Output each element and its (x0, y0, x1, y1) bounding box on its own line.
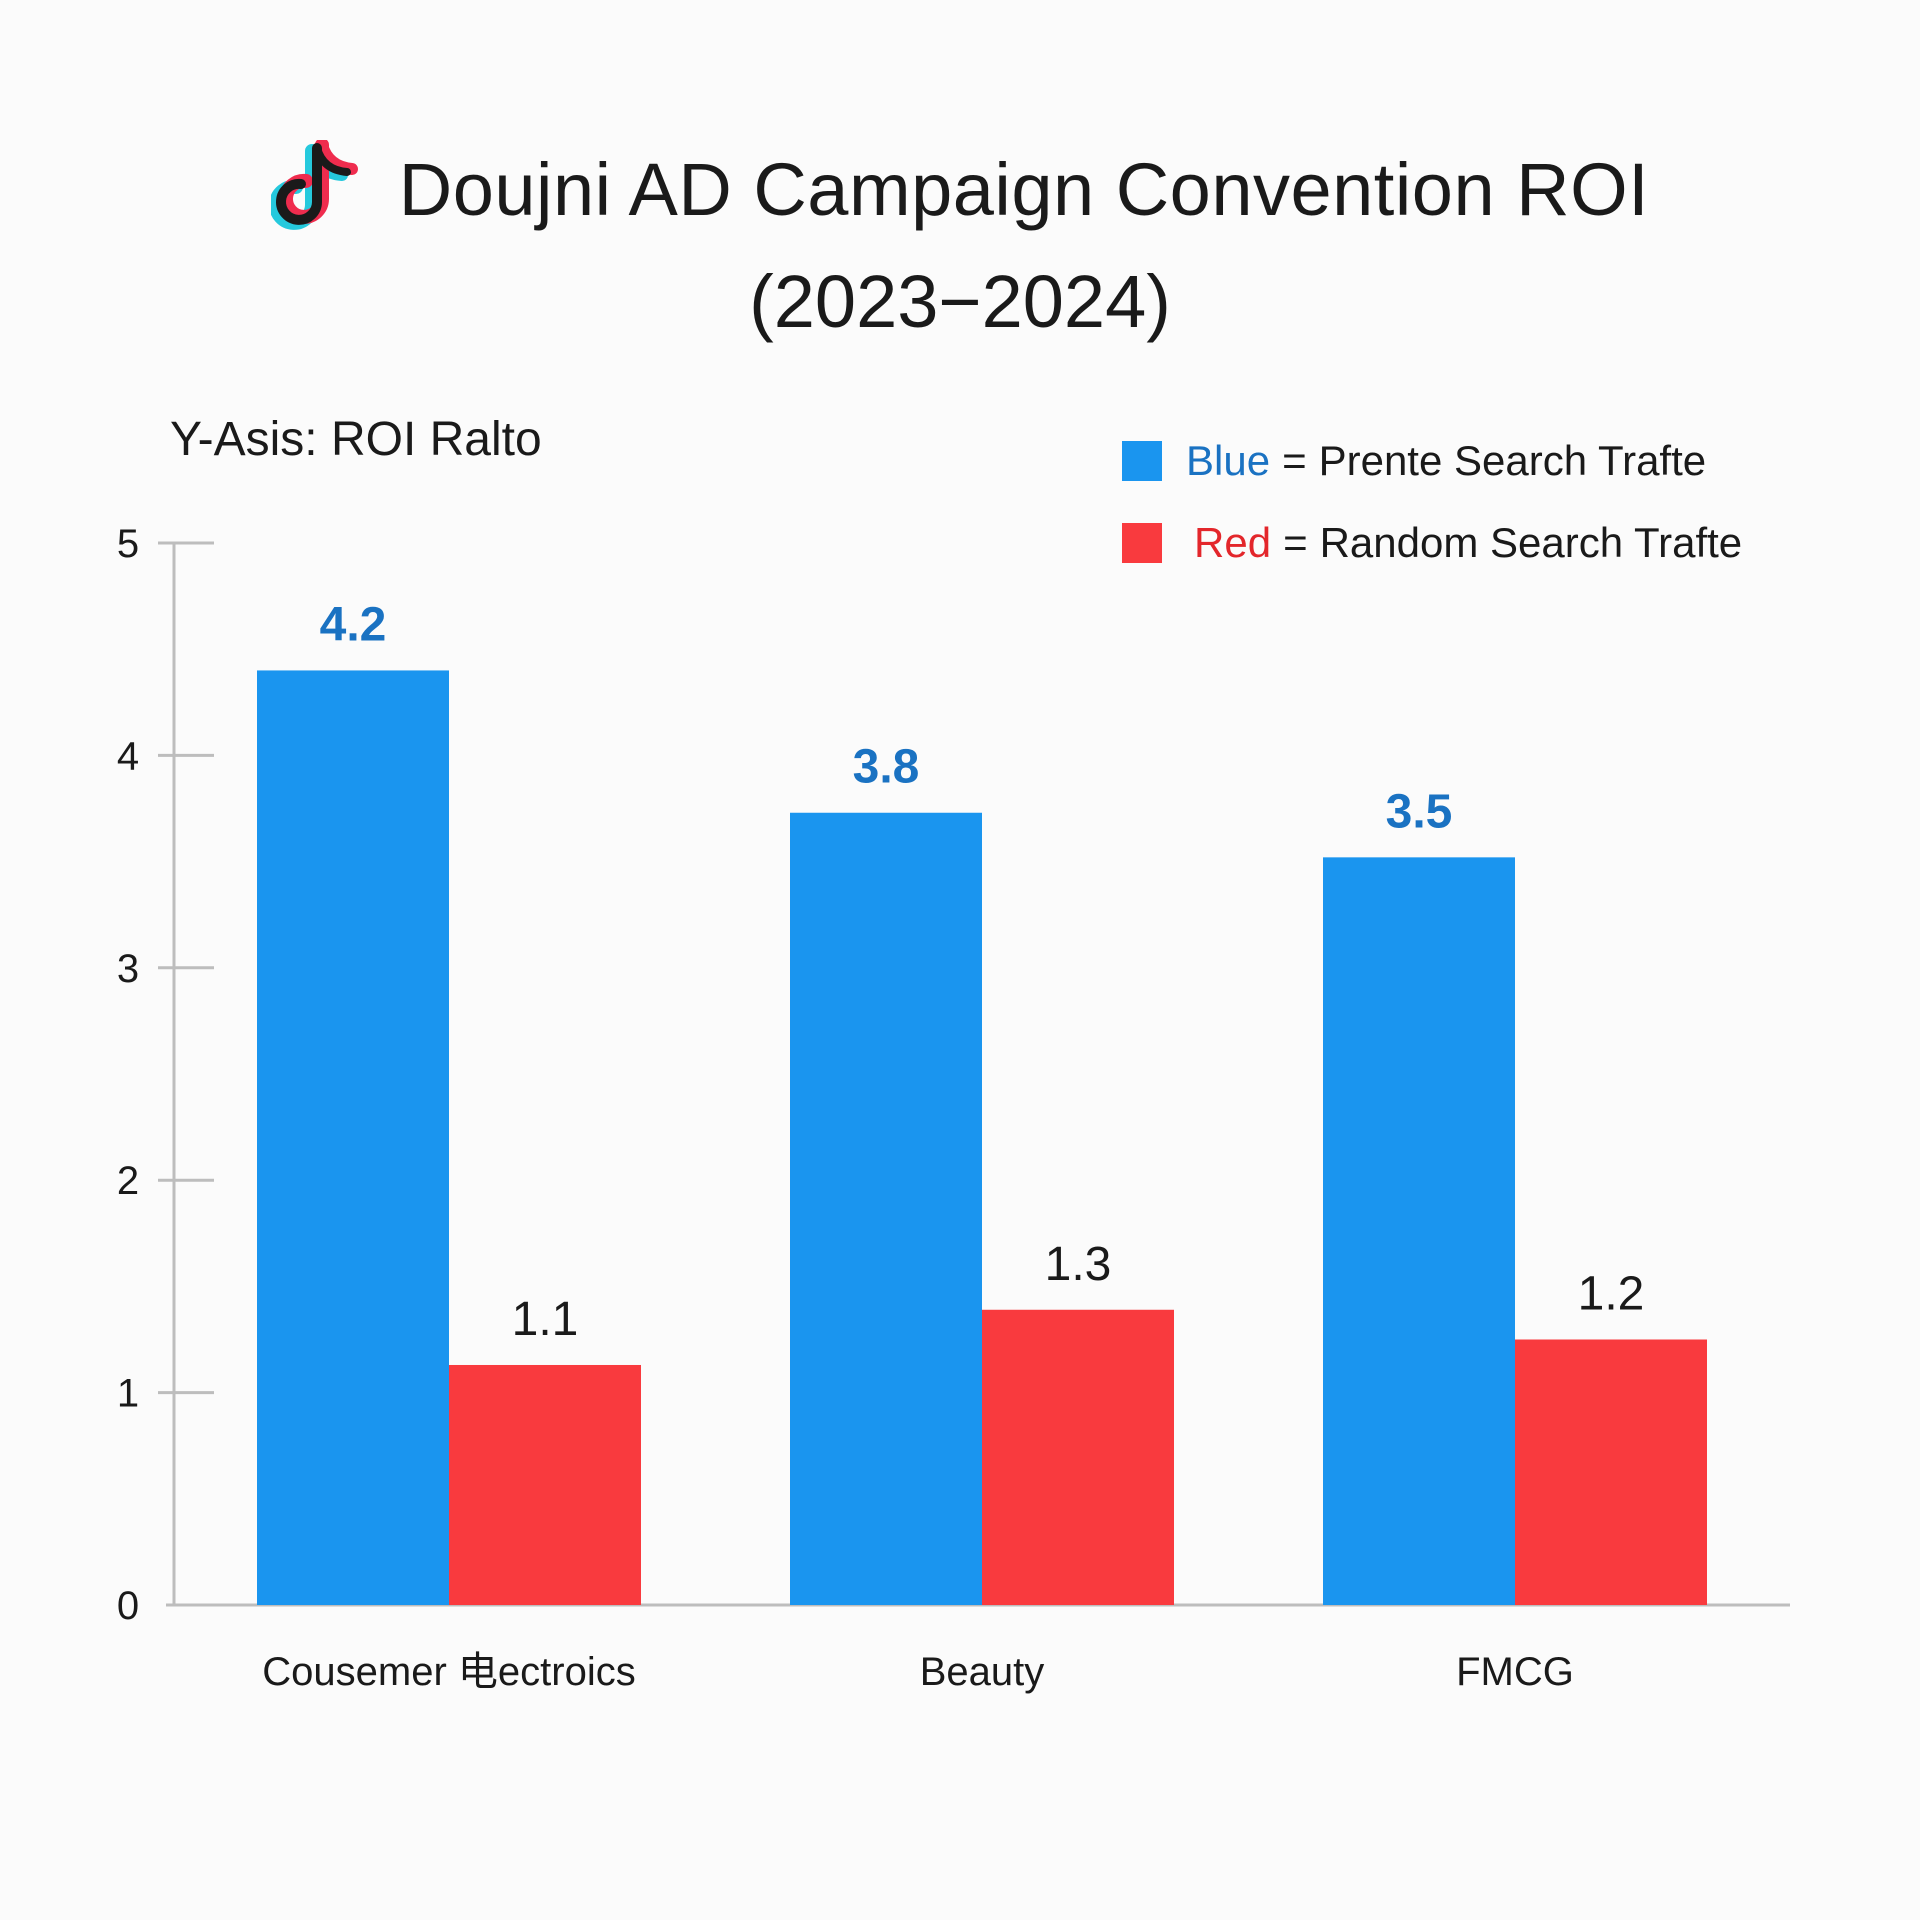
y-tick-label: 5 (117, 522, 139, 566)
x-category-label: Cousemer 电ectroics (262, 1650, 635, 1694)
bar-red (982, 1309, 1174, 1605)
data-label: 1.3 (1045, 1238, 1112, 1291)
bar-blue (257, 670, 449, 1605)
legend-color-word-red: Red (1194, 519, 1272, 566)
legend: Blue = Prente Search Trafte Red = Random… (1122, 420, 1742, 584)
chart-title: Doujni AD Campaign Convention ROI (2023−… (0, 140, 1920, 350)
legend-series-name-blue: Prente Search Trafte (1318, 437, 1707, 484)
y-tick-label: 3 (117, 947, 139, 991)
x-category-label: Beauty (920, 1650, 1045, 1694)
data-label: 3.5 (1386, 785, 1453, 838)
x-category-label: FMCG (1456, 1650, 1574, 1694)
legend-swatch-red (1122, 523, 1162, 563)
data-label: 4.2 (320, 598, 387, 651)
data-label: 1.2 (1578, 1268, 1645, 1321)
bar-blue (1323, 857, 1515, 1605)
legend-swatch-blue (1122, 441, 1162, 481)
data-label: 3.8 (853, 741, 920, 794)
legend-series-name-red: Random Search Trafte (1319, 519, 1743, 566)
bar-blue (790, 812, 982, 1605)
legend-color-word-blue: Blue (1186, 437, 1271, 484)
legend-item-red: Red = Random Search Trafte (1122, 502, 1742, 584)
legend-equals: = (1282, 437, 1307, 484)
music-note-logo-icon (270, 140, 358, 230)
bar-red (449, 1364, 641, 1605)
y-axis-label: Y-Asis: ROI Ralto (170, 413, 542, 466)
legend-item-blue: Blue = Prente Search Trafte (1122, 420, 1742, 502)
legend-equals: = (1283, 519, 1308, 566)
y-tick-label: 2 (117, 1159, 139, 1203)
y-tick-label: 4 (117, 734, 139, 778)
data-label: 1.1 (512, 1293, 579, 1346)
bar-red (1515, 1339, 1707, 1605)
y-tick-label: 0 (117, 1584, 139, 1628)
title-line-2: (2023−2024) (749, 260, 1171, 343)
title-line-1: Doujni AD Campaign Convention ROI (398, 148, 1650, 231)
y-tick-label: 1 (117, 1372, 139, 1416)
